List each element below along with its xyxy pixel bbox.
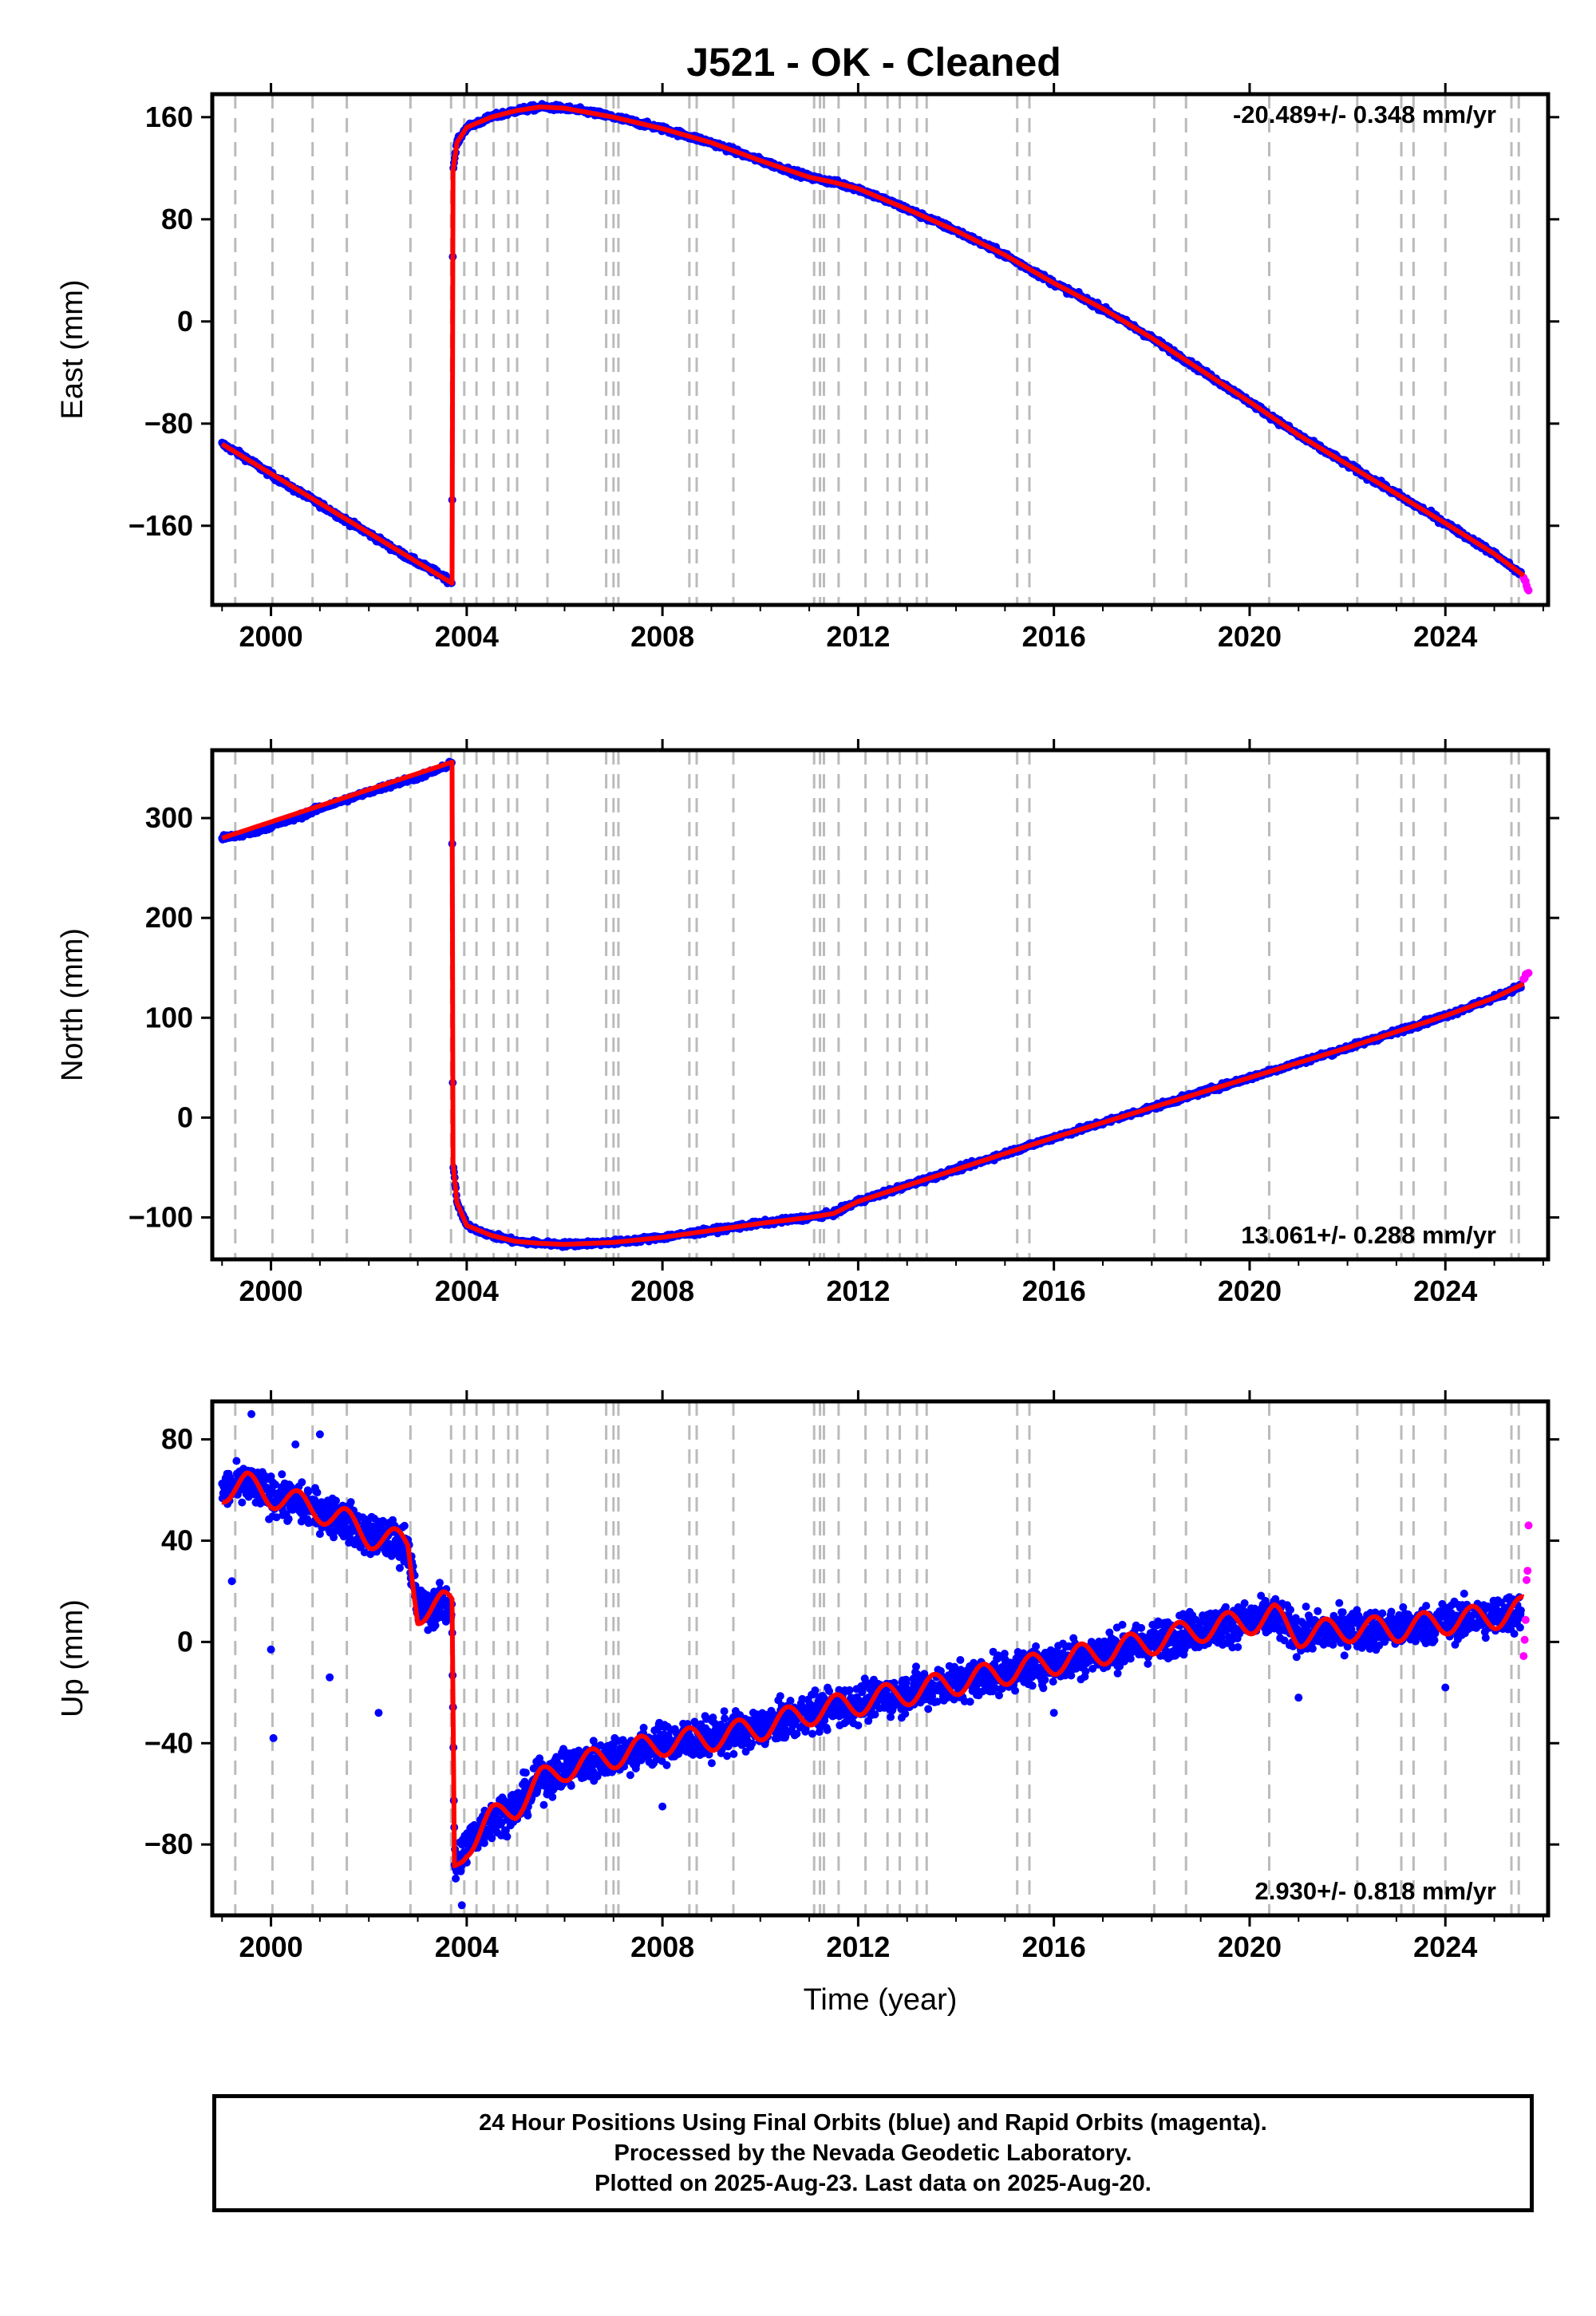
x-tick-label: 2008 [630, 1275, 694, 1307]
x-tick-label: 2016 [1022, 620, 1086, 653]
final-point [313, 1488, 322, 1497]
chart-title: J521 - OK - Cleaned [686, 40, 1061, 85]
x-tick-label: 2000 [239, 620, 303, 653]
rapid-point [1524, 586, 1533, 595]
x-tick-label: 2020 [1218, 1275, 1282, 1307]
x-tick-label: 2020 [1218, 620, 1282, 653]
final-point [238, 1498, 247, 1507]
scatter-points [218, 757, 1533, 1251]
x-tick-label: 2012 [826, 620, 890, 653]
scatter-points [218, 100, 1533, 595]
y-tick-label: 0 [177, 305, 193, 338]
x-tick-label: 2004 [435, 1275, 499, 1307]
panel-north: 2000 2004 2008 2012 2016 2020 2024 −100 0 100 200 3… [56, 739, 1559, 1307]
rapid-point [1524, 969, 1533, 978]
rate-label: -20.489+/- 0.348 mm/yr [1233, 101, 1496, 128]
x-tick-label: 2016 [1022, 1275, 1086, 1307]
event-lines [234, 94, 1520, 605]
rate-label: 13.061+/- 0.288 mm/yr [1241, 1221, 1496, 1249]
final-point [278, 1470, 286, 1479]
y-axis-label: North (mm) [56, 928, 89, 1081]
plot-frame [210, 748, 1551, 1262]
y-axis-label: East (mm) [56, 279, 89, 419]
x-tick-label: 2024 [1413, 1275, 1477, 1307]
x-tick-label: 2012 [826, 1275, 890, 1307]
model-line [219, 760, 1526, 1247]
final-point [298, 1478, 306, 1487]
final-point [284, 1515, 293, 1524]
y-tick-label: 200 [145, 901, 193, 934]
y-tick-label: 0 [177, 1101, 193, 1133]
panel-up: 2000 2004 2008 2012 2016 2020 2024−80−4004080U… [56, 1390, 1559, 2017]
y-tick-label: 80 [161, 203, 193, 235]
x-tick-label: 2000 [239, 1275, 303, 1307]
event-lines [234, 1401, 1520, 1915]
x-tick-label: 2008 [630, 620, 694, 653]
y-tick-label: −160 [128, 509, 193, 542]
final-point [332, 1496, 340, 1505]
panel-east: 2000 2004 2008 2012 2016 2020 2024 −160 −80 0 80 16… [56, 83, 1559, 653]
y-tick-label: 160 [145, 101, 193, 133]
x-tick-label: 2004 [435, 620, 499, 653]
event-lines [234, 750, 1520, 1259]
final-point [232, 1456, 241, 1465]
scatter-points [218, 1409, 1533, 1910]
y-tick-label: −100 [128, 1200, 193, 1233]
plot-frame [210, 92, 1551, 607]
y-tick-label: 300 [145, 801, 193, 834]
y-tick-label: −80 [144, 407, 193, 440]
panels: 2000 2004 2008 2012 2016 2020 2024−160−8008016… [56, 83, 1559, 2017]
y-tick-label: 100 [145, 1001, 193, 1034]
model-line [219, 105, 1526, 586]
x-tick-label: 2024 [1413, 620, 1477, 653]
